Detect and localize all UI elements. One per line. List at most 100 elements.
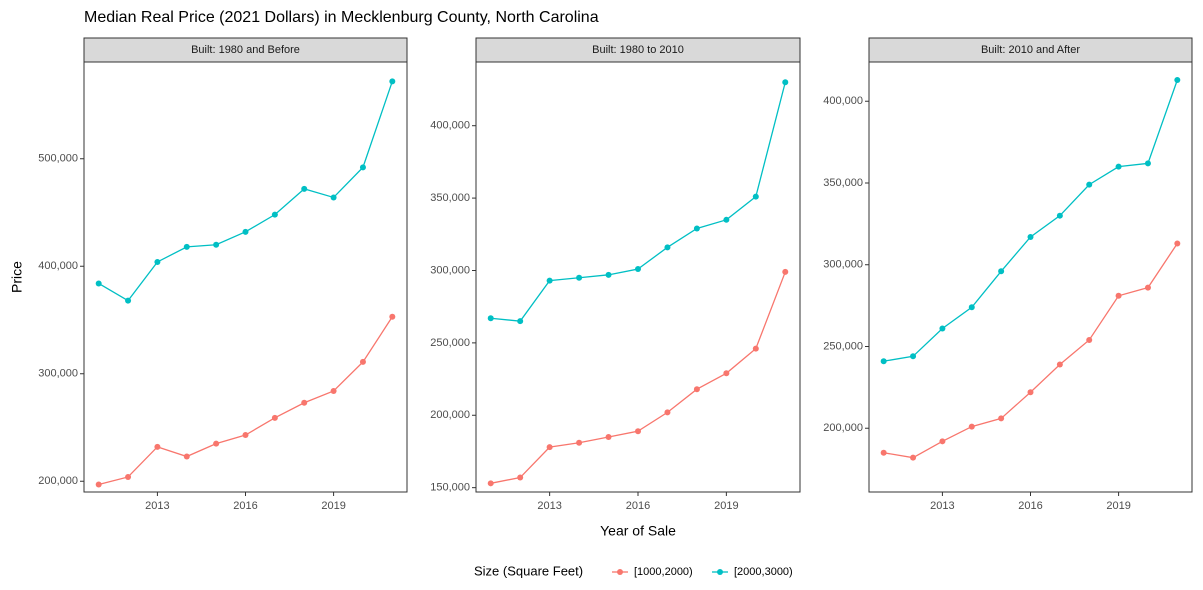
point (517, 318, 524, 325)
point (359, 164, 366, 171)
y-tick-label: 300,000 (823, 259, 863, 271)
point (389, 313, 396, 320)
y-tick-label: 200,000 (430, 409, 470, 421)
legend-title: Size (Square Feet) (474, 563, 583, 578)
x-tick-label: 2019 (321, 500, 345, 512)
point (910, 353, 917, 360)
y-tick-label: 500,000 (38, 153, 78, 165)
point (635, 428, 641, 435)
legend-label: [1000,2000) (634, 566, 693, 578)
point (968, 423, 975, 430)
point (213, 241, 220, 248)
point (576, 439, 583, 446)
series-line (98, 81, 393, 302)
point (998, 268, 1005, 275)
point (605, 433, 612, 440)
point (1174, 76, 1181, 83)
point (154, 258, 161, 265)
point (301, 399, 308, 406)
point (487, 315, 494, 322)
point (880, 358, 887, 365)
point (242, 432, 249, 439)
point (968, 304, 975, 311)
point (154, 443, 161, 450)
x-tick-label: 2016 (233, 500, 257, 512)
legend-marker (717, 569, 723, 575)
y-tick-label: 400,000 (430, 120, 470, 132)
point (546, 277, 553, 284)
point (183, 453, 190, 460)
y-tick-label: 400,000 (38, 260, 78, 272)
series-line (883, 79, 1178, 362)
y-tick-label: 400,000 (823, 95, 863, 107)
y-tick-label: 350,000 (430, 192, 470, 204)
y-tick-label: 300,000 (430, 264, 470, 276)
point (95, 280, 102, 287)
legend-marker (617, 569, 623, 575)
series-line (490, 82, 786, 322)
strip-title: Built: 2010 and After (981, 44, 1080, 56)
point (271, 414, 278, 421)
point (1027, 233, 1034, 240)
point (939, 325, 946, 332)
y-tick-label: 250,000 (430, 337, 470, 349)
point (271, 211, 278, 218)
x-axis-label: Year of Sale (600, 523, 676, 539)
strip-title: Built: 1980 and Before (191, 44, 300, 56)
panel (868, 61, 1193, 493)
point (95, 481, 102, 488)
x-tick-label: 2013 (537, 500, 561, 512)
point (998, 415, 1005, 422)
point (125, 473, 132, 480)
y-tick-label: 200,000 (823, 422, 863, 434)
point (1056, 212, 1063, 219)
point (723, 370, 730, 377)
panel (475, 61, 801, 493)
point (330, 194, 337, 201)
point (213, 440, 220, 447)
point (939, 438, 946, 445)
point (1115, 292, 1122, 299)
x-tick-label: 2019 (1106, 500, 1130, 512)
point (723, 216, 730, 223)
series-line (490, 271, 786, 484)
point (1027, 389, 1034, 396)
point (664, 409, 671, 416)
point (693, 225, 700, 232)
point (389, 78, 396, 85)
point (576, 274, 583, 281)
x-tick-label: 2016 (626, 500, 650, 512)
x-tick-label: 2013 (145, 500, 169, 512)
y-tick-label: 350,000 (823, 177, 863, 189)
y-tick-label: 200,000 (38, 475, 78, 487)
y-tick-label: 150,000 (430, 482, 470, 494)
point (664, 244, 671, 251)
x-tick-label: 2016 (1018, 500, 1042, 512)
point (330, 387, 337, 394)
point (880, 449, 887, 456)
point (910, 454, 917, 461)
point (635, 266, 641, 273)
point (487, 480, 494, 487)
point (1086, 181, 1093, 188)
point (1144, 284, 1151, 291)
x-tick-label: 2019 (714, 500, 738, 512)
point (1144, 160, 1151, 167)
x-tick-label: 2013 (930, 500, 954, 512)
point (752, 345, 759, 352)
strip-title: Built: 1980 to 2010 (592, 44, 684, 56)
point (242, 228, 249, 235)
point (782, 79, 789, 86)
series-line (98, 316, 393, 486)
point (517, 474, 524, 481)
point (183, 243, 190, 250)
series-line (883, 243, 1178, 459)
point (782, 268, 789, 275)
point (1174, 240, 1181, 247)
strip (475, 37, 801, 63)
y-tick-label: 250,000 (823, 340, 863, 352)
point (605, 271, 612, 278)
y-tick-label: 300,000 (38, 368, 78, 380)
legend-label: [2000,3000) (734, 566, 793, 578)
